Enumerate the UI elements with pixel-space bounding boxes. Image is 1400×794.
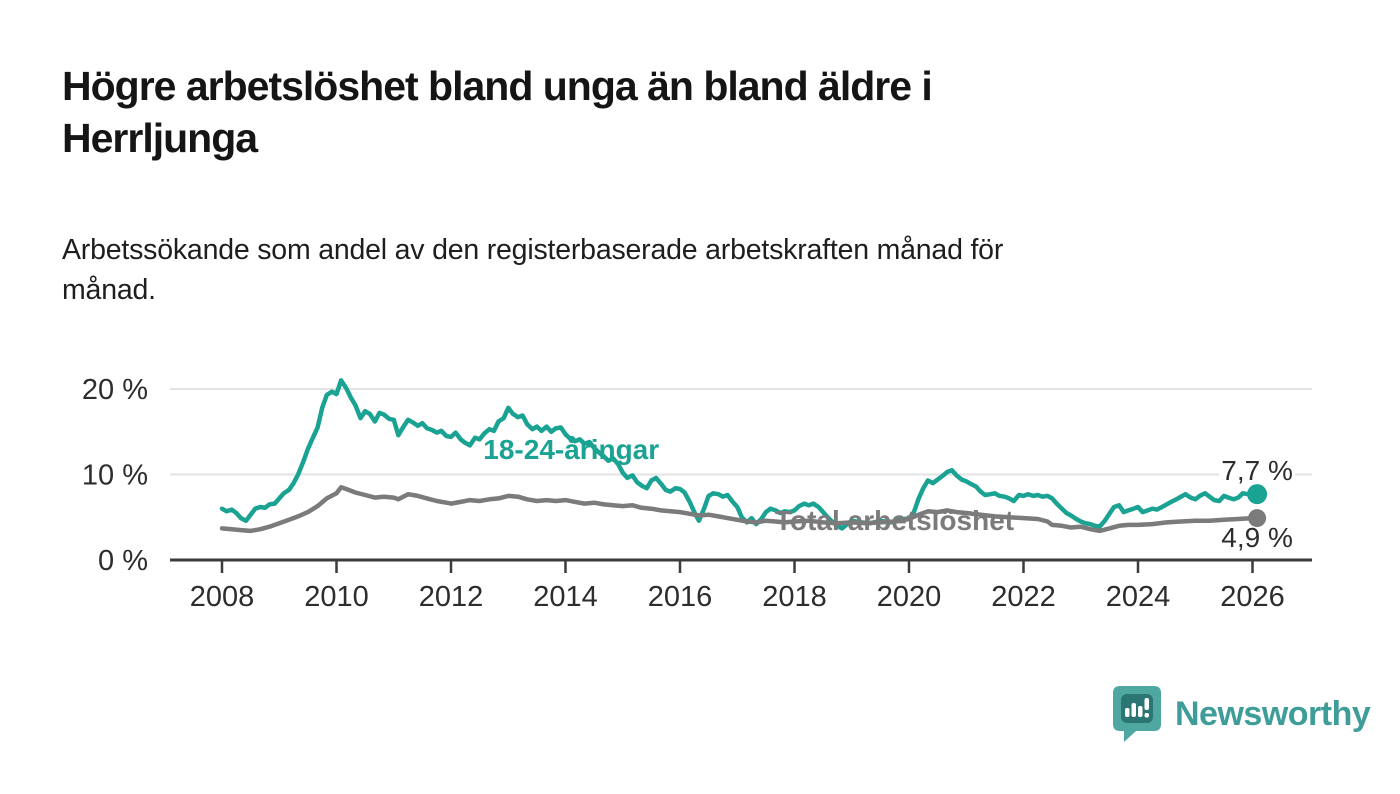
x-tick-label-2024: 2024 — [1106, 581, 1171, 613]
page-title-line-1: Högre arbetslöshet bland unga än bland ä… — [62, 63, 933, 109]
x-tick-label-2022: 2022 — [991, 581, 1056, 613]
page-subtitle: Arbetssökande som andel av den registerb… — [62, 230, 1352, 310]
page-title-line-2: Herrljunga — [62, 115, 258, 161]
x-tick-label-2008: 2008 — [190, 581, 255, 613]
x-tick-label-2018: 2018 — [762, 581, 827, 613]
y-tick-label-0: 0 % — [98, 545, 148, 577]
y-tick-label-20: 20 % — [82, 374, 148, 406]
page-title: Högre arbetslöshet bland unga än bland ä… — [62, 60, 1352, 164]
newsworthy-wordmark: Newsworthy — [1175, 694, 1371, 733]
x-tick-label-2026: 2026 — [1220, 581, 1285, 613]
x-tick-label-2010: 2010 — [304, 581, 369, 613]
exclamation-icon — [1144, 697, 1149, 710]
x-tick-label-2014: 2014 — [533, 581, 598, 613]
newsworthy-logo: Newsworthy — [1112, 685, 1371, 743]
page-subtitle-line-1: Arbetssökande som andel av den registerb… — [62, 234, 1004, 266]
x-tick-label-2012: 2012 — [419, 581, 484, 613]
end-value-label-1: 4,9 % — [1221, 522, 1293, 553]
exclamation-icon — [1144, 712, 1149, 717]
bar-chart-icon — [1138, 705, 1143, 717]
page-subtitle-line-2: månad. — [62, 274, 156, 306]
bar-chart-icon — [1125, 707, 1130, 717]
end-value-label-0: 7,7 % — [1221, 455, 1293, 486]
series-label-0: 18-24-åringar — [483, 434, 659, 465]
y-tick-label-10: 10 % — [82, 460, 148, 492]
series-line-1 — [219, 485, 1260, 534]
series-end-dot-0 — [1247, 484, 1268, 505]
series-label-1: Total arbetslöshet — [775, 505, 1014, 536]
x-tick-label-2020: 2020 — [877, 581, 942, 613]
series-end-dot-1 — [1248, 509, 1267, 528]
series-line-0 — [219, 378, 1260, 531]
end-label-mask — [1219, 456, 1296, 488]
bar-chart-icon — [1131, 702, 1136, 717]
newsworthy-logo-icon — [1113, 685, 1161, 742]
x-tick-label-2016: 2016 — [648, 581, 713, 613]
